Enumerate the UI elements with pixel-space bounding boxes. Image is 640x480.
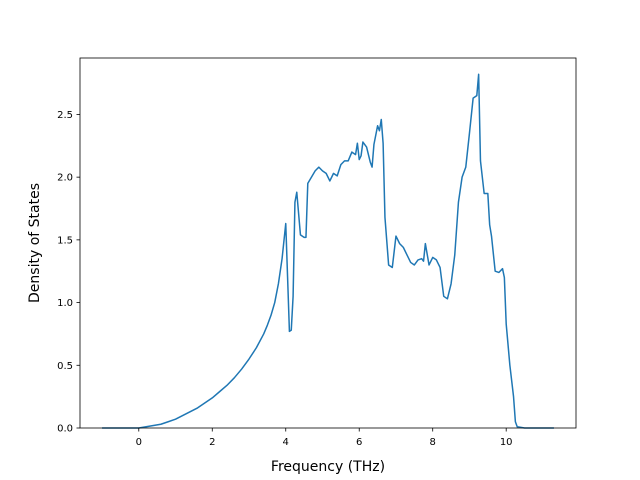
x-tick-label: 6: [356, 437, 362, 448]
series-line: [102, 73, 554, 429]
axes-frame: [79, 57, 577, 429]
x-tick-label: 4: [283, 437, 289, 448]
x-tick-label: 2: [209, 437, 215, 448]
y-axis-label: Density of States: [27, 183, 43, 303]
y-tick-label: 2.0: [57, 173, 73, 184]
y-tick-label: 0.5: [57, 361, 73, 372]
x-tick-label: 0: [136, 437, 142, 448]
x-tick-label: 8: [430, 437, 436, 448]
x-axis-label: Frequency (THz): [271, 459, 385, 475]
x-tick-label: 10: [500, 437, 513, 448]
y-tick-label: 2.5: [57, 110, 73, 121]
x-axis: 0 2 4 6 8 10: [136, 428, 513, 448]
y-tick-label: 1.0: [57, 298, 73, 309]
plot-area: [102, 73, 554, 429]
y-tick-label: 0.0: [57, 424, 73, 435]
y-axis: 0.0 0.5 1.0 1.5 2.0 2.5: [57, 110, 80, 435]
y-tick-label: 1.5: [57, 235, 73, 246]
